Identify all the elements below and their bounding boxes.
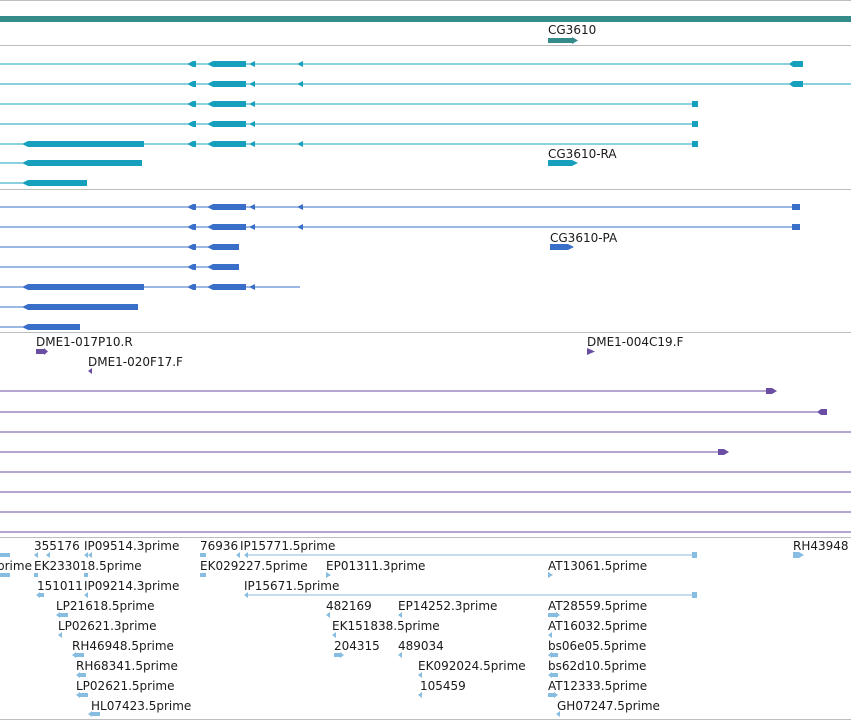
est-label[interactable]: 489034 — [398, 639, 444, 653]
transcript-label[interactable]: CG3610-RA — [548, 147, 617, 161]
est-label[interactable]: prime — [0, 559, 32, 573]
protein-row[interactable] — [0, 204, 800, 210]
transcript-row[interactable] — [0, 101, 698, 107]
protein-row[interactable] — [0, 264, 239, 270]
est-label[interactable]: IP15771.5prime — [240, 539, 335, 553]
clone-row[interactable] — [0, 449, 729, 455]
est-row[interactable] — [88, 711, 560, 717]
est-label[interactable]: EP14252.3prime — [398, 599, 497, 613]
est-row[interactable] — [0, 572, 553, 578]
est-row[interactable] — [56, 612, 560, 618]
est-row[interactable] — [76, 692, 558, 698]
est-label[interactable]: AT28559.5prime — [548, 599, 647, 613]
est-label[interactable]: 151011 — [37, 579, 83, 593]
transcript-row[interactable] — [0, 121, 698, 127]
clone-label[interactable]: DME1-017P10.R — [36, 335, 133, 349]
est-label[interactable]: HL07423.5prime — [91, 699, 191, 713]
clone-row[interactable] — [0, 409, 827, 415]
est-label[interactable]: 76936 — [200, 539, 238, 553]
protein-row[interactable] — [0, 284, 300, 290]
clone-feature[interactable] — [587, 348, 595, 355]
protein-row[interactable] — [0, 324, 80, 330]
est-label[interactable]: EK233018.5prime — [34, 559, 142, 573]
clone-label[interactable]: DME1-004C19.F — [587, 335, 684, 349]
protein-label[interactable]: CG3610-PA — [550, 231, 618, 245]
est-label[interactable]: EK029227.5prime — [200, 559, 308, 573]
clone-row[interactable] — [0, 388, 777, 394]
transcript-track[interactable]: CG3610-RA — [0, 61, 851, 186]
est-label[interactable]: RH43948 — [793, 539, 849, 553]
est-label[interactable]: LP02621.5prime — [76, 679, 175, 693]
est-label[interactable]: 482169 — [326, 599, 372, 613]
transcript-row[interactable] — [0, 180, 87, 186]
protein-row[interactable] — [0, 304, 138, 310]
est-label[interactable]: IP09214.3prime — [84, 579, 179, 593]
est-label[interactable]: RH46948.5prime — [72, 639, 174, 653]
est-label[interactable]: AT12333.5prime — [548, 679, 647, 693]
est-label[interactable]: AT16032.5prime — [548, 619, 647, 633]
clone-feature[interactable] — [88, 368, 92, 374]
est-label[interactable]: 355176 — [34, 539, 80, 553]
est-label[interactable]: bs06e05.5prime — [548, 639, 646, 653]
est-label[interactable]: 204315 — [334, 639, 380, 653]
protein-row[interactable] — [0, 244, 574, 250]
est-label[interactable]: GH07247.5prime — [557, 699, 660, 713]
transcript-row[interactable] — [0, 160, 578, 166]
est-label[interactable]: EK092024.5prime — [418, 659, 526, 673]
est-label[interactable]: IP15671.5prime — [244, 579, 339, 593]
gene-track[interactable]: CG3610 — [0, 16, 851, 44]
est-label[interactable]: 105459 — [420, 679, 466, 693]
est-label[interactable]: bs62d10.5prime — [548, 659, 646, 673]
gene-span-bar[interactable] — [0, 16, 851, 22]
clone-feature[interactable] — [36, 348, 48, 355]
clone-label[interactable]: DME1-020F17.F — [88, 355, 183, 369]
est-track[interactable]: 355176 IP09514.3prime 76936 IP15771.5pri… — [0, 539, 849, 717]
est-row[interactable] — [72, 652, 558, 658]
transcript-row[interactable] — [0, 61, 803, 67]
est-label[interactable]: EP01311.3prime — [326, 559, 425, 573]
est-label[interactable]: EK151838.5prime — [332, 619, 440, 633]
est-row[interactable] — [58, 632, 552, 638]
est-row[interactable] — [36, 592, 697, 598]
est-label[interactable]: LP21618.5prime — [56, 599, 155, 613]
protein-track[interactable]: CG3610-PA — [0, 204, 800, 330]
protein-row[interactable] — [0, 224, 800, 230]
transcript-row[interactable] — [0, 141, 698, 147]
est-row[interactable] — [76, 672, 558, 678]
est-row[interactable] — [0, 552, 804, 558]
est-label[interactable]: AT13061.5prime — [548, 559, 647, 573]
gene-label[interactable]: CG3610 — [548, 23, 596, 37]
gene-feature[interactable] — [548, 37, 578, 44]
transcript-row[interactable] — [0, 81, 851, 87]
est-label[interactable]: IP09514.3prime — [84, 539, 179, 553]
est-label[interactable]: RH68341.5prime — [76, 659, 178, 673]
clone-track[interactable]: DME1-017P10.R DME1-020F17.F DME1-004C19.… — [0, 335, 851, 533]
est-label[interactable]: LP02621.3prime — [58, 619, 157, 633]
